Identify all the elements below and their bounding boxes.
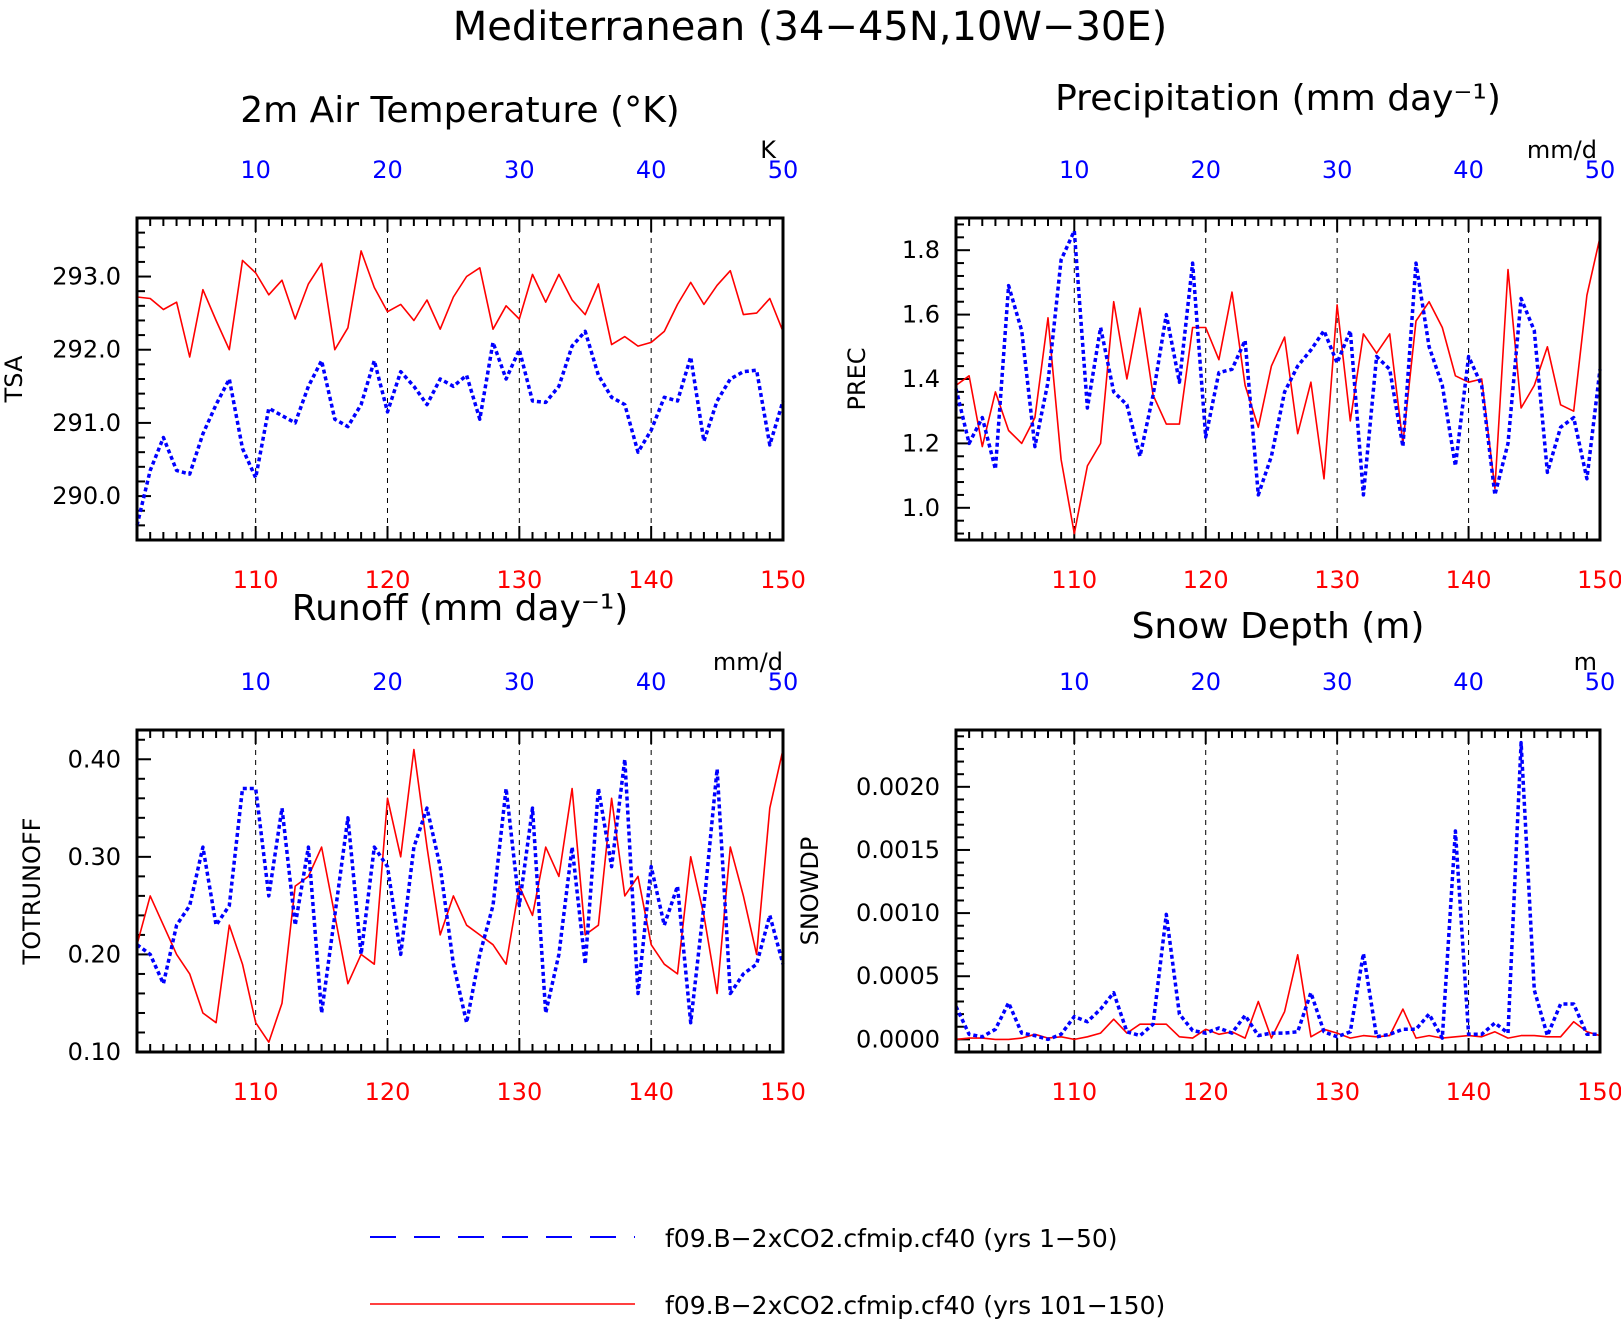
x-tick-label-bottom: 110 bbox=[1051, 1078, 1097, 1106]
y-tick-label: 1.0 bbox=[902, 494, 940, 522]
units-label: m bbox=[1574, 648, 1597, 676]
x-tick-label-bottom: 110 bbox=[233, 566, 279, 594]
panel-title: Runoff (mm day⁻¹) bbox=[292, 588, 629, 629]
units-label: mm/d bbox=[1527, 136, 1597, 164]
x-tick-label-bottom: 140 bbox=[628, 566, 674, 594]
x-tick-label-top: 10 bbox=[1059, 156, 1090, 184]
units-label: mm/d bbox=[713, 648, 783, 676]
x-tick-label-top: 10 bbox=[240, 668, 271, 696]
x-tick-label-top: 20 bbox=[372, 668, 403, 696]
x-tick-label-top: 10 bbox=[1059, 668, 1090, 696]
legend-label-yrs-1-50: f09.B−2xCO2.cfmip.cf40 (yrs 1−50) bbox=[665, 1224, 1118, 1253]
panel-precipitation: Precipitation (mm day⁻¹) mm/d PREC 110 120 13… bbox=[843, 78, 1621, 594]
series-line-yrs-101-150 bbox=[955, 237, 1601, 535]
x-tick-label-bottom: 110 bbox=[233, 1078, 279, 1106]
x-tick-label-top: 40 bbox=[636, 668, 667, 696]
y-tick-label: 290.0 bbox=[52, 482, 121, 510]
x-tick-label-top: 20 bbox=[372, 156, 403, 184]
plot-frame bbox=[135, 216, 785, 542]
x-tick-label-top: 40 bbox=[636, 156, 667, 184]
x-tick-label-bottom: 150 bbox=[1577, 566, 1621, 594]
x-tick-label-bottom: 150 bbox=[760, 566, 806, 594]
y-tick-label: 0.0010 bbox=[856, 899, 940, 927]
panel-snow-depth: Snow Depth (m) m SNOWDP 110 120 130 140 150 10 20… bbox=[796, 606, 1621, 1106]
series-line-yrs-101-150 bbox=[136, 748, 784, 1043]
y-tick-label: 0.0000 bbox=[856, 1025, 940, 1053]
y-axis-label: PREC bbox=[843, 347, 871, 410]
series-line-yrs-101-150 bbox=[955, 953, 1601, 1041]
x-tick-label-top: 50 bbox=[1585, 156, 1616, 184]
x-tick-label-bottom: 150 bbox=[1577, 1078, 1621, 1106]
x-tick-label-bottom: 120 bbox=[1183, 566, 1229, 594]
y-tick-label: 0.30 bbox=[68, 843, 121, 871]
plot-frame bbox=[954, 216, 1602, 542]
x-tick-label-bottom: 110 bbox=[1051, 566, 1097, 594]
x-tick-label-bottom: 140 bbox=[628, 1078, 674, 1106]
y-axis-label: TSA bbox=[0, 355, 28, 403]
panel-runoff: Runoff (mm day⁻¹) mm/d TOTRUNOFF 110 120 130 1… bbox=[18, 588, 806, 1106]
x-tick-label-bottom: 120 bbox=[1183, 1078, 1229, 1106]
series-line-yrs-1-50 bbox=[954, 229, 1602, 497]
series-line-yrs-1-50 bbox=[954, 740, 1600, 1042]
x-tick-label-bottom: 140 bbox=[1446, 566, 1492, 594]
plot-frame bbox=[954, 728, 1602, 1054]
x-tick-label-top: 30 bbox=[504, 156, 535, 184]
plot-frame bbox=[135, 728, 785, 1054]
y-tick-label: 0.0020 bbox=[856, 773, 940, 801]
y-tick-label: 0.10 bbox=[68, 1038, 121, 1066]
x-tick-label-top: 50 bbox=[1585, 668, 1616, 696]
series-line-yrs-1-50 bbox=[135, 757, 785, 1025]
x-tick-label-bottom: 150 bbox=[760, 1078, 806, 1106]
panel-title: 2m Air Temperature (°K) bbox=[240, 90, 679, 131]
x-tick-label-bottom: 130 bbox=[496, 1078, 542, 1106]
x-tick-label-top: 30 bbox=[504, 668, 535, 696]
x-tick-label-top: 50 bbox=[768, 156, 799, 184]
y-tick-label: 1.2 bbox=[902, 429, 940, 457]
units-label: K bbox=[760, 136, 777, 164]
panel-air-temperature: 2m Air Temperature (°K) K TSA 110 120 130 140 1… bbox=[0, 90, 806, 594]
y-tick-label: 291.0 bbox=[52, 409, 121, 437]
series-line-yrs-1-50 bbox=[135, 329, 785, 526]
y-axis-label: SNOWDP bbox=[796, 837, 824, 946]
x-tick-label-bottom: 120 bbox=[365, 1078, 411, 1106]
y-tick-label: 0.0005 bbox=[856, 962, 940, 990]
x-tick-label-top: 10 bbox=[240, 156, 271, 184]
x-tick-label-top: 40 bbox=[1453, 156, 1484, 184]
x-tick-label-bottom: 140 bbox=[1446, 1078, 1492, 1106]
y-tick-label: 1.6 bbox=[902, 301, 940, 329]
y-tick-label: 0.20 bbox=[68, 940, 121, 968]
x-tick-label-top: 40 bbox=[1453, 668, 1484, 696]
x-tick-label-top: 20 bbox=[1190, 156, 1221, 184]
y-tick-label: 0.40 bbox=[68, 745, 121, 773]
x-tick-label-top: 30 bbox=[1322, 668, 1353, 696]
legend: f09.B−2xCO2.cfmip.cf40 (yrs 1−50) f09.B−… bbox=[370, 1224, 1165, 1320]
series-line-yrs-101-150 bbox=[136, 250, 784, 358]
x-tick-label-bottom: 130 bbox=[496, 566, 542, 594]
x-tick-label-bottom: 130 bbox=[1314, 566, 1360, 594]
x-tick-label-top: 20 bbox=[1190, 668, 1221, 696]
x-tick-label-bottom: 120 bbox=[365, 566, 411, 594]
x-tick-label-bottom: 130 bbox=[1314, 1078, 1360, 1106]
y-tick-label: 293.0 bbox=[52, 263, 121, 291]
y-tick-label: 1.4 bbox=[902, 365, 940, 393]
panel-title: Snow Depth (m) bbox=[1132, 606, 1425, 647]
figure-title: Mediterranean (34−45N,10W−30E) bbox=[453, 4, 1167, 50]
y-tick-label: 292.0 bbox=[52, 336, 121, 364]
y-tick-label: 0.0015 bbox=[856, 836, 940, 864]
y-tick-label: 1.8 bbox=[902, 236, 940, 264]
y-axis-label: TOTRUNOFF bbox=[18, 818, 46, 966]
x-tick-label-top: 30 bbox=[1322, 156, 1353, 184]
panel-title: Precipitation (mm day⁻¹) bbox=[1055, 78, 1501, 119]
legend-label-yrs-101-150: f09.B−2xCO2.cfmip.cf40 (yrs 101−150) bbox=[665, 1291, 1165, 1320]
x-tick-label-top: 50 bbox=[768, 668, 799, 696]
